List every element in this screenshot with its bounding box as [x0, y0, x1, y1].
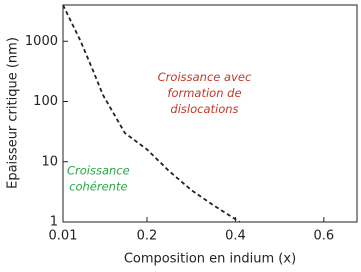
annotation: Croissance	[67, 164, 130, 178]
data-line	[62, 4, 241, 223]
y-tick-label: 10	[41, 154, 58, 169]
annotation: Croissance avec	[158, 70, 252, 84]
x-tick-label: 0.2	[137, 229, 158, 244]
annotation: formation de	[167, 86, 241, 100]
x-tick-label: 0.6	[313, 229, 334, 244]
annotation: cohérente	[69, 180, 127, 194]
x-tick-label: 0.4	[225, 229, 246, 244]
plot-frame	[62, 4, 358, 223]
annotation: dislocations	[170, 102, 238, 116]
y-tick-label: 1000	[25, 34, 58, 49]
y-tick-label: 100	[33, 94, 58, 109]
x-tick-label: 0.01	[49, 229, 78, 244]
y-axis-label: Epaisseur critique (nm)	[6, 37, 21, 189]
x-axis-label: Composition en indium (x)	[124, 252, 296, 267]
y-tick-label: 1	[50, 215, 58, 230]
